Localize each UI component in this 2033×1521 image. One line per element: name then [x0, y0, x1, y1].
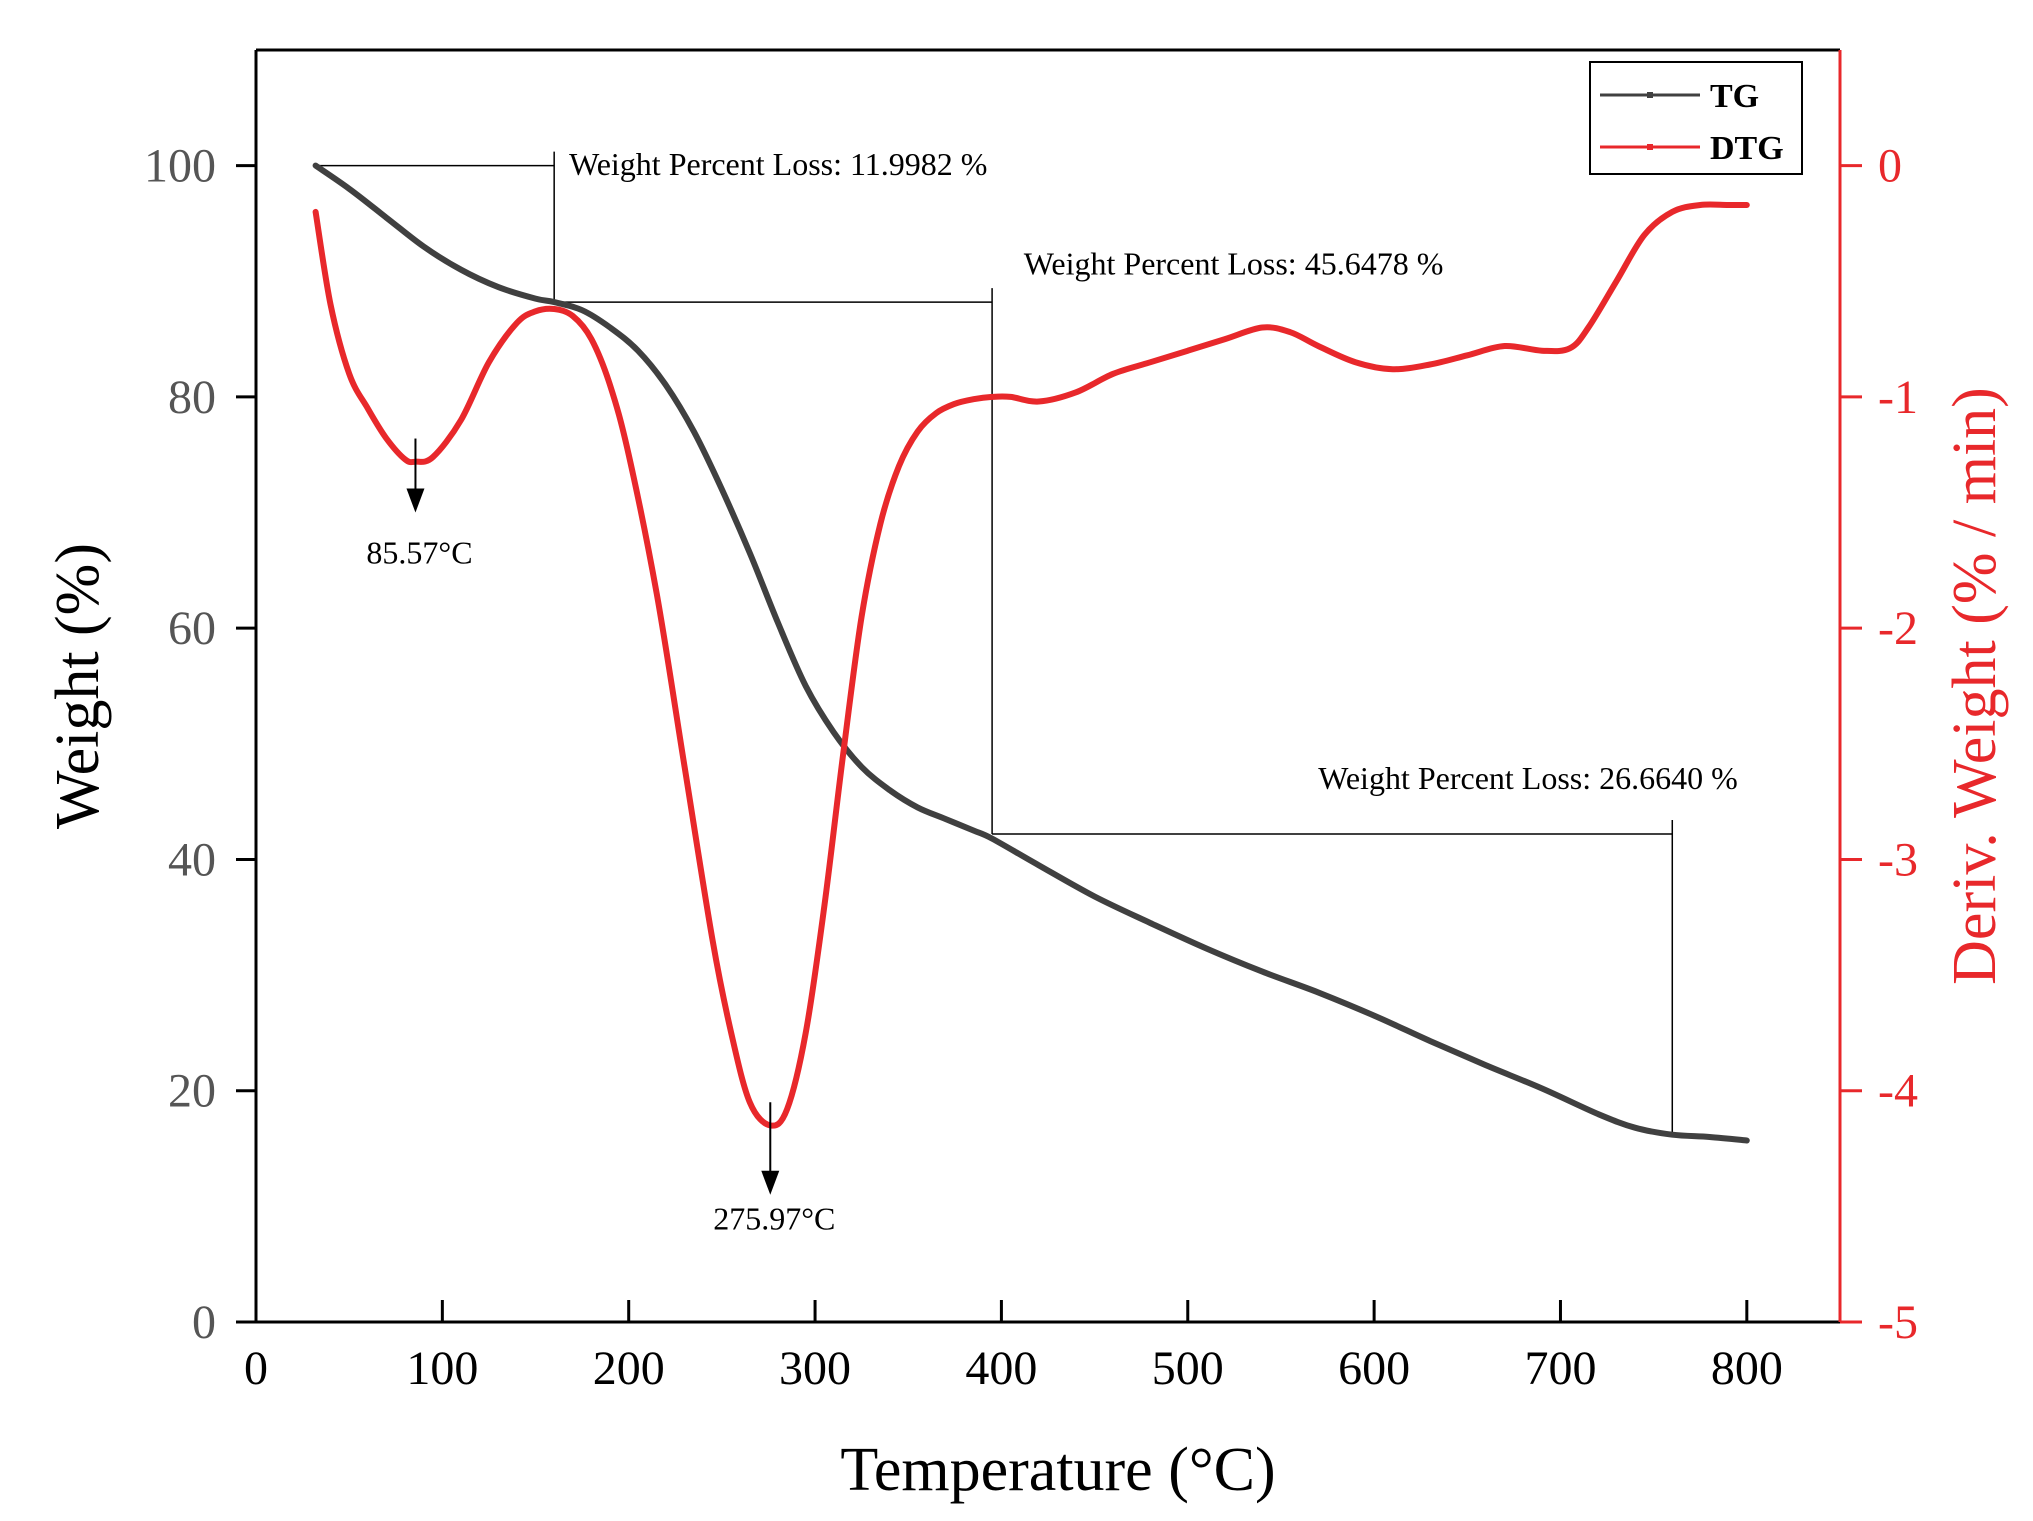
- legend-label-tg: TG: [1710, 78, 1759, 115]
- peak-arrow-head-1: [406, 488, 425, 513]
- peak-label-1: 85.57°C: [366, 534, 472, 570]
- y-tick-label: 80: [168, 371, 216, 424]
- legend-marker-dtg: [1647, 144, 1653, 150]
- y2-tick-label: 0: [1878, 140, 1902, 193]
- y-axis-title: Weight (%): [44, 543, 112, 829]
- x-tick-label: 300: [779, 1342, 851, 1395]
- y2-axis-title: Deriv. Weight (% / min): [1941, 387, 2009, 985]
- peak-arrow-head-2: [761, 1170, 780, 1195]
- loss-label-2: Weight Percent Loss: 45.6478 %: [1024, 245, 1444, 281]
- x-tick-label: 700: [1524, 1342, 1596, 1395]
- x-tick-label: 200: [593, 1342, 665, 1395]
- series-line-tg: [312, 162, 1750, 1144]
- x-tick-label: 0: [244, 1342, 268, 1395]
- y2-tick-label: -5: [1878, 1296, 1918, 1349]
- legend-box: [1589, 61, 1803, 175]
- x-tick-label: 400: [965, 1342, 1037, 1395]
- loss-annotations: Weight Percent Loss: 11.9982 % Weight Per…: [315, 146, 1738, 1135]
- y-tick-label: 60: [168, 602, 216, 655]
- y-tick-label: 20: [168, 1065, 216, 1118]
- legend-marker-tg: [1647, 92, 1653, 98]
- y2-tick-label: -3: [1878, 833, 1918, 886]
- loss-label-1: Weight Percent Loss: 11.9982 %: [569, 146, 987, 182]
- y-tick-label: 0: [192, 1296, 216, 1349]
- peak-labels: 85.57°C 275.97°C: [366, 438, 835, 1236]
- y2-tick-label: -1: [1878, 371, 1918, 424]
- x-tick-label: 100: [406, 1342, 478, 1395]
- y-tick-label: 100: [144, 140, 216, 193]
- series-layer: [312, 162, 1750, 1144]
- y2-tick-label: -4: [1878, 1065, 1918, 1118]
- x-tick-label: 800: [1711, 1342, 1783, 1395]
- legend-label-dtg: DTG: [1710, 130, 1784, 167]
- y2-tick-label: -2: [1878, 602, 1918, 655]
- x-axis-title: Temperature (°C): [840, 1436, 1275, 1504]
- y-tick-label: 40: [168, 833, 216, 886]
- x-tick-label: 500: [1152, 1342, 1224, 1395]
- loss-label-3: Weight Percent Loss: 26.6640 %: [1318, 760, 1738, 796]
- peak-label-2: 275.97°C: [713, 1200, 835, 1236]
- legend: TG DTG: [1589, 61, 1803, 175]
- series-line-dtg: [312, 201, 1750, 1129]
- axis-ticks: 0 100 200 300 400 500 600 700 800 0 20 40 60 80 100 -5 -…: [144, 140, 1918, 1395]
- x-tick-label: 600: [1338, 1342, 1410, 1395]
